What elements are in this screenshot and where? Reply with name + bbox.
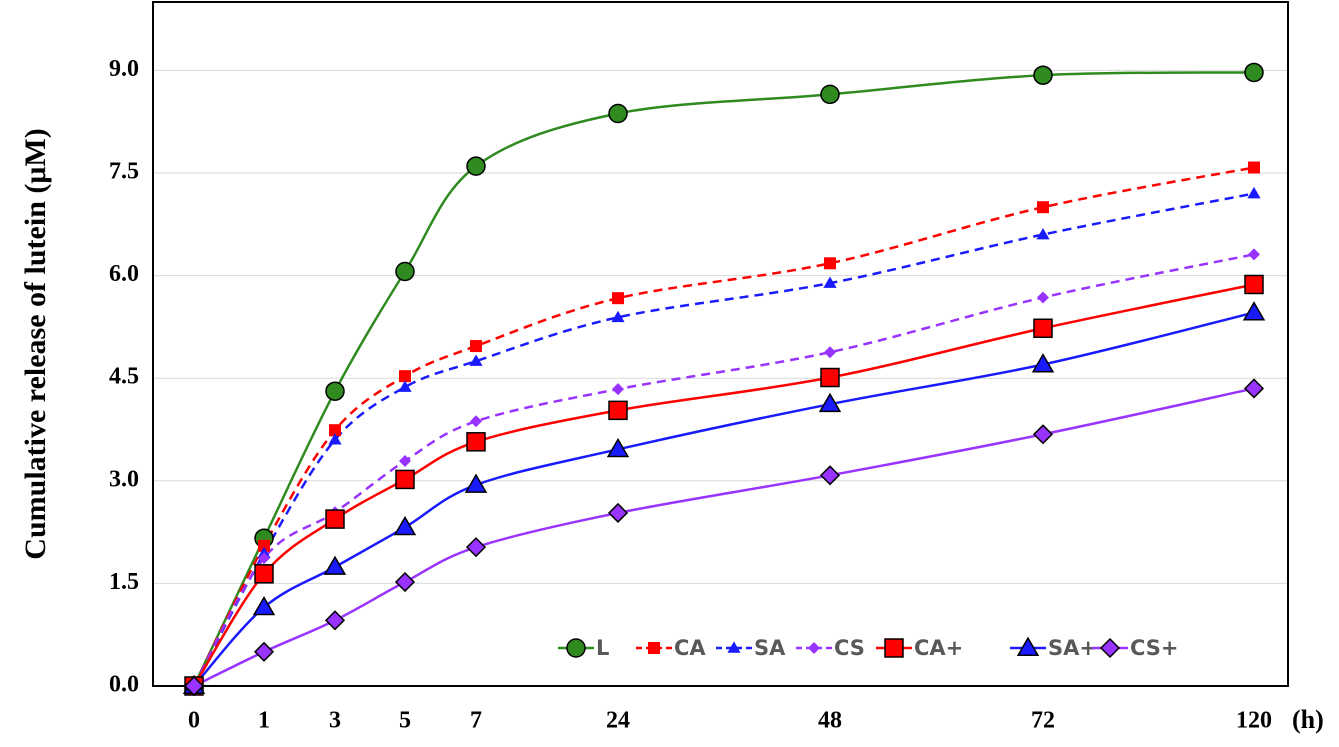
marker — [325, 509, 345, 529]
marker — [1247, 186, 1261, 199]
marker — [183, 675, 205, 697]
legend-label: SA+ — [1048, 636, 1097, 660]
marker — [612, 292, 624, 305]
legend-label: CA — [674, 636, 706, 660]
marker — [466, 432, 486, 452]
marker — [252, 595, 276, 616]
x-tick-label: 72 — [1031, 708, 1055, 734]
y-tick-label: 3.0 — [109, 466, 139, 492]
series-line — [193, 311, 1255, 687]
series-line — [192, 253, 1255, 687]
series-line — [192, 192, 1255, 687]
marker — [1036, 227, 1050, 240]
y-tick-label: 9.0 — [109, 56, 139, 82]
legend-label: L — [596, 636, 609, 660]
marker — [399, 370, 411, 383]
series-line — [192, 283, 1255, 687]
marker — [1248, 248, 1260, 261]
marker — [258, 552, 270, 565]
marker — [1037, 201, 1049, 214]
marker — [606, 437, 630, 458]
legend-label: SA — [754, 636, 786, 660]
marker — [466, 156, 486, 176]
marker — [393, 515, 417, 536]
series-line — [192, 166, 1255, 687]
marker — [465, 537, 487, 558]
marker — [1016, 636, 1040, 656]
marker — [820, 367, 840, 388]
marker — [1244, 62, 1264, 83]
marker — [324, 610, 346, 631]
marker — [1033, 65, 1053, 85]
y-tick-label: 7.5 — [109, 159, 139, 185]
marker — [648, 642, 660, 654]
marker — [823, 276, 837, 288]
marker — [1099, 637, 1121, 659]
x-tick-label: 0 — [188, 708, 200, 734]
marker — [399, 454, 411, 467]
marker — [608, 103, 628, 124]
x-tick-label: 120 — [1236, 708, 1272, 734]
marker — [808, 642, 820, 654]
marker — [884, 638, 904, 658]
marker — [258, 539, 270, 552]
marker — [1031, 353, 1055, 373]
y-tick-label: 1.5 — [109, 569, 139, 595]
x-tick-label: 7 — [470, 708, 482, 734]
marker — [394, 571, 416, 593]
marker — [566, 638, 586, 658]
marker — [253, 641, 275, 662]
marker — [820, 84, 840, 105]
marker — [818, 392, 842, 413]
marker — [1242, 301, 1266, 321]
marker — [727, 641, 741, 653]
marker — [328, 433, 342, 445]
marker — [824, 257, 836, 270]
marker — [608, 400, 628, 421]
marker — [1033, 318, 1053, 339]
marker — [1243, 378, 1265, 399]
marker — [1037, 291, 1049, 304]
x-axis-title: (h) — [1292, 705, 1324, 734]
marker — [469, 354, 483, 366]
marker — [1032, 424, 1054, 445]
marker — [607, 502, 629, 524]
marker — [464, 473, 488, 493]
plot-frame — [152, 1, 1289, 687]
marker — [612, 383, 624, 396]
marker — [819, 465, 841, 486]
x-tick-label: 1 — [258, 708, 270, 734]
marker — [395, 261, 415, 282]
series-line — [192, 71, 1255, 687]
legend-label: CS+ — [1130, 636, 1179, 660]
marker — [470, 340, 482, 353]
legend-label: CS — [834, 636, 865, 660]
x-tick-label: 48 — [818, 708, 842, 734]
marker — [395, 469, 415, 490]
x-tick-label: 24 — [606, 708, 630, 734]
legend-label: CA+ — [914, 636, 963, 660]
marker — [254, 564, 274, 584]
marker — [611, 310, 625, 323]
x-tick-label: 3 — [329, 708, 341, 734]
y-tick-label: 6.0 — [109, 261, 139, 287]
marker — [323, 555, 347, 575]
marker — [1248, 161, 1260, 174]
marker — [325, 381, 345, 401]
y-tick-label: 4.5 — [109, 364, 139, 390]
x-tick-label: 5 — [399, 708, 411, 734]
y-axis-title: Cumulative release of lutein (μM) — [19, 128, 52, 559]
marker — [470, 415, 482, 428]
marker — [398, 380, 412, 392]
marker — [1244, 274, 1264, 295]
marker — [329, 424, 341, 437]
y-tick-label: 0.0 — [109, 672, 139, 698]
marker — [824, 346, 836, 359]
